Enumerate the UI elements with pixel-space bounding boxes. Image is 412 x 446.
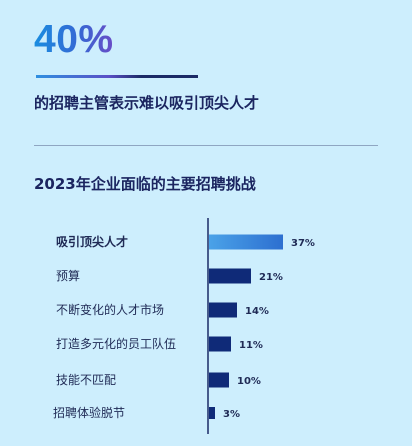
category-label: 不断变化的人才市场 xyxy=(56,302,164,317)
value-label: 37% xyxy=(291,238,315,249)
category-label: 打造多元化的员工队伍 xyxy=(56,336,176,351)
bar xyxy=(209,268,251,284)
value-label: 10% xyxy=(237,376,261,387)
value-label: 3% xyxy=(223,409,240,420)
category-label: 预算 xyxy=(56,268,80,283)
bar xyxy=(209,372,229,388)
accent-bar xyxy=(36,75,198,78)
bar xyxy=(209,407,215,419)
value-label: 14% xyxy=(245,306,269,317)
bar xyxy=(209,302,237,318)
value-label: 11% xyxy=(239,340,263,351)
category-label: 吸引顶尖人才 xyxy=(56,234,128,249)
section-divider xyxy=(34,145,378,146)
bar xyxy=(209,336,231,352)
highlight-stat-caption: 的招聘主管表示难以吸引顶尖人才 xyxy=(34,94,260,112)
bar xyxy=(209,234,283,250)
chart-title: 2023年企业面临的主要招聘挑战 xyxy=(34,175,256,193)
category-label: 招聘体验脱节 xyxy=(53,405,125,420)
category-label: 技能不匹配 xyxy=(56,373,116,387)
value-label: 21% xyxy=(259,272,283,283)
highlight-stat-value: 40% xyxy=(34,18,114,61)
